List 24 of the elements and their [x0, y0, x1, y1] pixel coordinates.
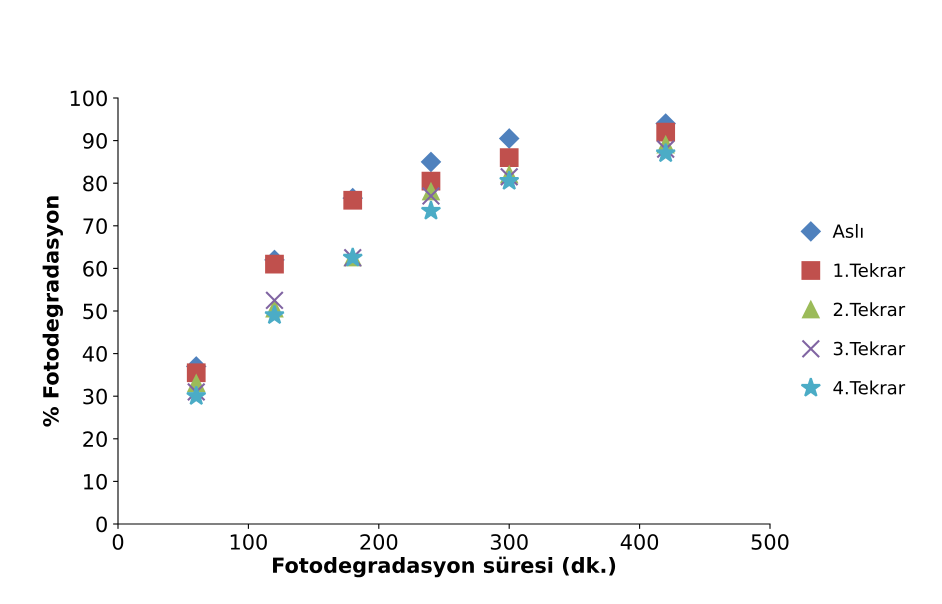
- x-tick-label: 200: [360, 534, 398, 550]
- y-tick-label: 100: [70, 90, 107, 106]
- x-tick-label: 500: [752, 534, 788, 550]
- y-tick-label: 70: [83, 218, 107, 234]
- legend-label: 3.Tekrar: [834, 341, 906, 356]
- y-tick-label: 40: [82, 346, 107, 362]
- legend-label: 4.Tekrar: [833, 380, 906, 395]
- x-tick-label: 100: [230, 534, 267, 550]
- x-axis-title: Fotodegradasyon süresi (dk.): [273, 556, 616, 578]
- y-tick-label: 10: [84, 474, 107, 490]
- y-axis-title: % Fotodegradasyon: [42, 196, 63, 427]
- x-tick-label: 0: [112, 534, 124, 550]
- y-tick-label: 90: [83, 133, 107, 149]
- y-tick-label: 60: [83, 260, 107, 277]
- y-tick-label: 0: [96, 516, 107, 532]
- x-tick-label: 300: [490, 534, 528, 550]
- y-tick-label: 50: [83, 303, 107, 320]
- x-tick-label: 400: [620, 534, 658, 550]
- legend-label: 1.Tekrar: [834, 263, 906, 278]
- y-tick-label: 80: [83, 176, 107, 192]
- legend-label: Aslı: [832, 224, 863, 238]
- y-tick-label: 20: [83, 431, 107, 448]
- legend-label: 2.Tekrar: [834, 302, 906, 316]
- y-tick-label: 30: [83, 388, 107, 404]
